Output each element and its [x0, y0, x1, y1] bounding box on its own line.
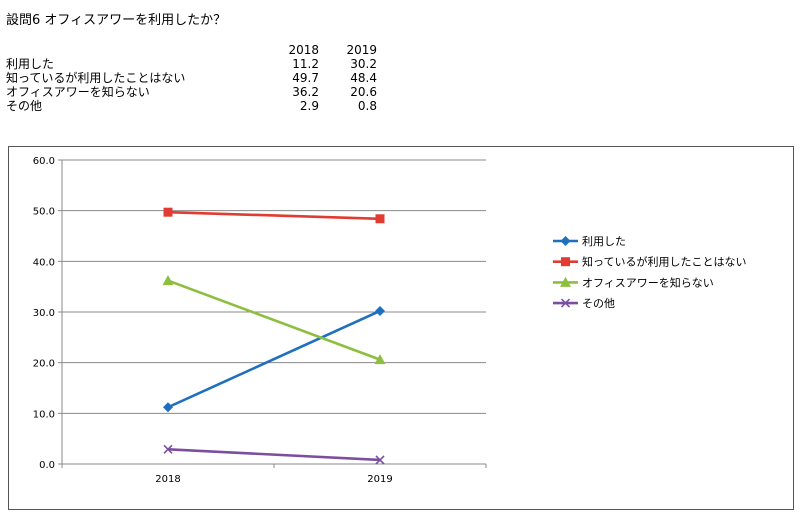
data-point: [374, 354, 386, 365]
series-line-3: [167, 448, 381, 462]
data-point: [375, 305, 385, 316]
table-row-label: オフィスアワーを知らない: [6, 85, 150, 99]
legend-marker: [560, 276, 571, 287]
table-cell: 0.8: [357, 99, 377, 113]
table-row: オフィスアワーを知らない 36.2 20.6: [6, 85, 377, 99]
table-cell: 20.6: [350, 85, 377, 99]
table-row-label: その他: [6, 99, 43, 113]
y-tick-label: 10.0: [33, 409, 55, 420]
y-tick-label: 60.0: [33, 156, 55, 167]
table-row: 知っているが利用したことはない 49.7 48.4: [6, 71, 377, 85]
legend-marker: [561, 257, 570, 267]
y-tick-label: 30.0: [33, 308, 55, 319]
legend-label: その他: [582, 297, 615, 310]
table-cell: 49.7: [292, 71, 319, 85]
table-cell: 36.2: [292, 85, 319, 99]
data-table: 2018 2019 利用した 11.2 30.2 知っているが利用したことはない…: [6, 43, 377, 113]
data-point: [375, 455, 385, 465]
data-point: [162, 275, 174, 286]
table-row: その他 2.9 0.8: [6, 99, 377, 113]
table-cell: 48.4: [350, 71, 377, 85]
series-line-1: [167, 210, 381, 221]
legend-label: 知っているが利用したことはない: [582, 255, 746, 269]
y-tick-label: 20.0: [33, 359, 55, 370]
data-point: [375, 214, 385, 224]
legend-label: オフィスアワーを知らない: [582, 275, 714, 289]
question-title: 設問6 オフィスアワーを利用したか？: [6, 13, 227, 28]
x-tick-label: 2019: [367, 474, 392, 485]
data-point: [163, 444, 173, 454]
table-row-label: 知っているが利用したことはない: [6, 71, 186, 85]
table-row-label: 利用した: [6, 57, 55, 71]
data-point: [163, 207, 173, 217]
legend-label: 利用した: [582, 235, 626, 248]
legend-marker: [560, 236, 571, 246]
table-year-2019: 2019: [346, 43, 377, 57]
chart-frame: [8, 146, 794, 510]
legend-marker: [560, 298, 571, 308]
table-cell: 2.9: [299, 99, 319, 113]
x-tick-label: 2018: [155, 474, 180, 485]
series-line-0: [167, 309, 381, 409]
y-tick-label: 50.0: [33, 207, 55, 218]
table-cell: 11.2: [292, 57, 319, 71]
table-year-2018: 2018: [288, 43, 319, 57]
table-header-row: 2018 2019: [6, 43, 377, 57]
y-tick-label: 0.0: [39, 460, 55, 471]
data-point: [163, 402, 173, 413]
table-row: 利用した 11.2 30.2: [6, 57, 377, 71]
series-line-2: [167, 279, 381, 361]
table-cell: 30.2: [350, 57, 377, 71]
y-tick-label: 40.0: [33, 257, 55, 268]
